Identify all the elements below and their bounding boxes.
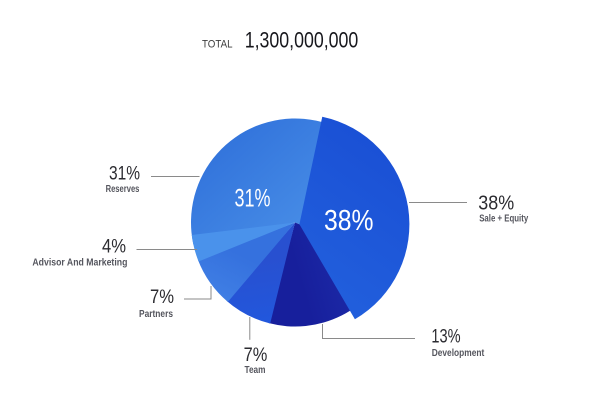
- svg-text:4%: 4%: [102, 236, 126, 258]
- svg-text:7%: 7%: [244, 344, 268, 366]
- svg-text:31%: 31%: [109, 163, 140, 185]
- svg-text:Reserves: Reserves: [106, 184, 140, 195]
- svg-text:TOTAL: TOTAL: [202, 39, 233, 51]
- svg-text:Development: Development: [432, 348, 485, 359]
- svg-text:31%: 31%: [235, 184, 271, 212]
- svg-text:38%: 38%: [324, 205, 374, 237]
- svg-text:1,300,000,000: 1,300,000,000: [245, 28, 359, 53]
- svg-text:Team: Team: [245, 365, 266, 376]
- svg-text:38%: 38%: [478, 192, 514, 215]
- svg-text:Sale + Equity: Sale + Equity: [479, 214, 528, 225]
- svg-text:Advisor And Marketing: Advisor And Marketing: [32, 258, 127, 269]
- svg-text:Partners: Partners: [139, 309, 173, 320]
- svg-text:13%: 13%: [431, 326, 460, 348]
- svg-text:7%: 7%: [150, 286, 174, 308]
